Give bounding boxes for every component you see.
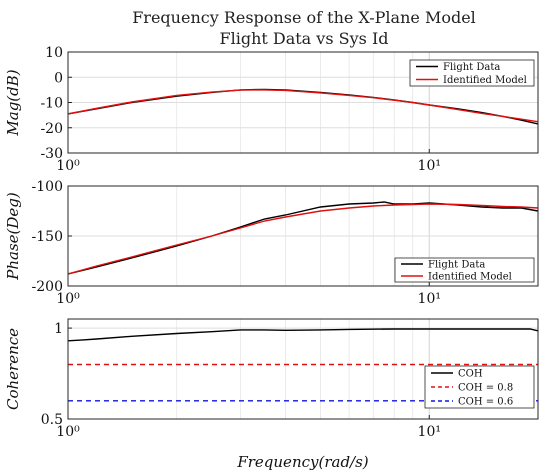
axes-frame xyxy=(67,318,539,420)
x-tick-label: 10⁰ xyxy=(56,291,80,307)
subplot-1: -30 -20 -10 0 10 10⁰ 10¹ Mag(dB) Flight Data Iden… xyxy=(4,45,539,174)
figure-title-line2: Flight Data vs Sys Id xyxy=(219,29,388,48)
subplot-2: -200 -150 -100 10⁰ 10¹ Phase(Deg) Flight DataI… xyxy=(4,179,539,307)
legend-label-2: Identified Model xyxy=(443,75,527,86)
y-tick-label: 0 xyxy=(54,70,63,86)
series-line-2 xyxy=(68,203,538,275)
y-tick-label: -20 xyxy=(40,121,63,137)
legend-label-1: Flight Data xyxy=(443,62,500,73)
legend-box xyxy=(409,59,535,87)
legend-label-1: COH xyxy=(458,369,483,380)
x-tick-label: 10⁰ xyxy=(56,424,80,440)
y-tick-label: -150 xyxy=(32,229,63,245)
x-tick-label: 10¹ xyxy=(418,158,441,174)
y-tick-label: 0.5 xyxy=(41,412,63,428)
x-tick-label: 10¹ xyxy=(418,291,441,307)
y-tick-label: -30 xyxy=(40,146,63,162)
x-tick-label: 10¹ xyxy=(418,424,441,440)
y-tick-label: 10 xyxy=(45,45,63,61)
series-line-2 xyxy=(68,89,538,123)
y-axis-label: Coherence xyxy=(4,328,22,410)
x-axis-label: Frequency(rad/s) xyxy=(236,453,368,471)
legend: COH COH = 0.8 COH = 0.6 xyxy=(424,365,535,409)
y-axis-label: Phase(Deg) xyxy=(4,192,22,281)
legend: Flight Data Identified Model xyxy=(409,59,535,87)
legend-label-2: Identified Model xyxy=(428,272,512,283)
legend-label-1: Flight Data xyxy=(428,260,485,271)
y-tick-label: -200 xyxy=(32,279,63,295)
y-axis-label: Mag(dB) xyxy=(4,69,22,136)
y-tick-label: -100 xyxy=(32,179,63,195)
legend-label-2: COH = 0.8 xyxy=(458,383,513,394)
series-line-1 xyxy=(68,201,538,275)
y-tick-label: 1 xyxy=(54,321,63,337)
series-line-1 xyxy=(68,328,538,342)
figure-title-line1: Frequency Response of the X-Plane Model xyxy=(132,8,476,27)
legend-box xyxy=(394,257,535,283)
y-tick-label: -10 xyxy=(40,96,63,112)
legend-label-3: COH = 0.6 xyxy=(458,397,513,408)
x-tick-label: 10⁰ xyxy=(56,158,80,174)
